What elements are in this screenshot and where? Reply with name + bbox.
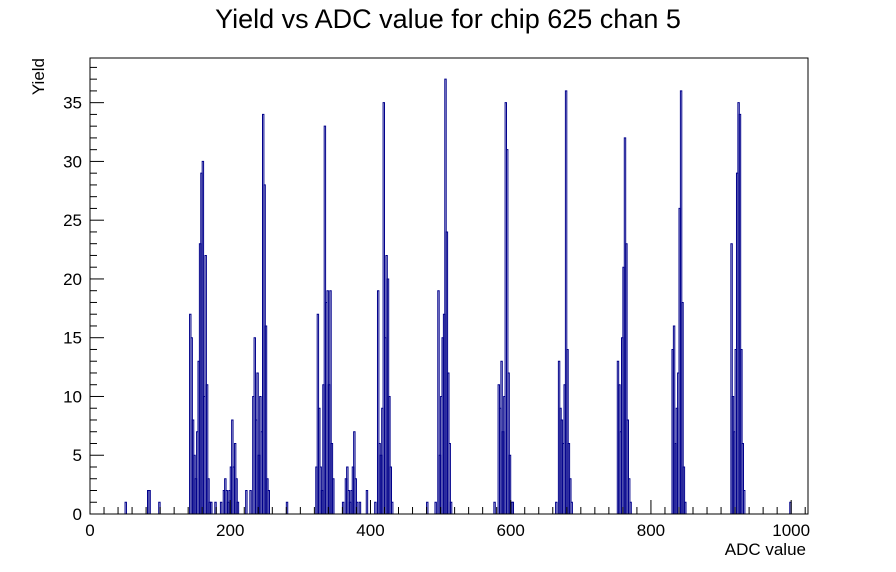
- histogram-bin: [566, 348, 569, 514]
- histogram-bin: [672, 325, 676, 514]
- histogram-series: [124, 78, 792, 514]
- histogram-bin: [569, 478, 572, 514]
- histogram-bin: [256, 372, 259, 514]
- histogram-bin: [742, 489, 746, 514]
- histogram-bin: [740, 348, 743, 514]
- x-tick-label: 800: [637, 521, 665, 540]
- histogram-bin: [235, 478, 238, 514]
- histogram-bin: [365, 489, 369, 514]
- y-axis: 0 5 10 15 20 25 30 35: [63, 66, 104, 524]
- histogram-bin: [358, 501, 362, 514]
- x-tick-label: 400: [356, 521, 384, 540]
- histogram-bin: [332, 478, 335, 514]
- x-axis: 0 200 400 600 800 1000: [85, 500, 810, 540]
- histogram-bin: [555, 501, 558, 514]
- histogram-bin: [684, 501, 687, 514]
- x-axis-label: ADC value: [725, 540, 806, 559]
- histogram-bin: [219, 501, 223, 514]
- y-tick-label: 10: [63, 387, 82, 406]
- histogram-bin: [267, 489, 270, 514]
- y-tick-label: 0: [73, 505, 82, 524]
- histogram-bin: [628, 478, 631, 514]
- histogram-bin: [354, 478, 357, 514]
- histogram-bin: [389, 466, 393, 514]
- histogram-bin: [741, 442, 744, 514]
- x-tick-label: 0: [85, 521, 94, 540]
- histogram-bin: [738, 113, 742, 514]
- histogram-bin: [629, 501, 632, 514]
- histogram-bin: [508, 454, 512, 514]
- histogram-bin: [730, 243, 733, 514]
- y-tick-label: 35: [63, 94, 82, 113]
- histogram-bin: [493, 501, 496, 514]
- y-tick-label: 5: [73, 446, 82, 465]
- histogram-bin: [437, 290, 440, 514]
- y-tick-label: 30: [63, 152, 82, 171]
- chart-title: Yield vs ADC value for chip 625 chan 5: [215, 4, 681, 34]
- histogram-bin: [511, 501, 515, 514]
- histogram-bin: [505, 149, 509, 514]
- histogram-bin: [391, 501, 394, 514]
- y-axis-label: Yield: [29, 58, 48, 95]
- histogram-bin: [264, 325, 268, 514]
- histogram-bin: [236, 501, 240, 514]
- x-tick-label: 600: [497, 521, 525, 540]
- histogram-bin: [207, 478, 210, 514]
- histogram-bin: [148, 489, 151, 514]
- histogram-bin: [329, 290, 332, 514]
- histogram-bin: [353, 431, 356, 514]
- histogram-bin: [448, 442, 451, 514]
- histogram-bin: [625, 243, 628, 514]
- histogram-bin: [210, 501, 213, 514]
- histogram-bin: [564, 90, 568, 514]
- histogram-bin: [449, 501, 453, 514]
- histogram-bin: [626, 419, 629, 514]
- y-tick-label: 20: [63, 270, 82, 289]
- histogram-bin: [376, 290, 380, 514]
- histogram-bin: [124, 501, 127, 514]
- histogram-bin: [201, 160, 205, 514]
- histogram-bin: [205, 384, 209, 514]
- histogram-bin: [682, 466, 686, 514]
- histogram-bin: [374, 501, 377, 514]
- plot-frame: [89, 57, 809, 515]
- x-tick-label: 1000: [772, 521, 810, 540]
- histogram-bin: [681, 301, 684, 514]
- histogram-bin: [318, 407, 321, 514]
- histogram-bin: [570, 501, 573, 514]
- histogram-bin: [249, 489, 252, 514]
- y-tick-label: 15: [63, 329, 82, 348]
- x-tick-label: 200: [216, 521, 244, 540]
- histogram-bin: [507, 372, 510, 514]
- y-tick-label: 25: [63, 211, 82, 230]
- histogram-bin: [388, 395, 391, 514]
- histogram-bin: [434, 501, 437, 514]
- histogram-bin: [382, 102, 385, 514]
- histogram-bin: [245, 489, 248, 514]
